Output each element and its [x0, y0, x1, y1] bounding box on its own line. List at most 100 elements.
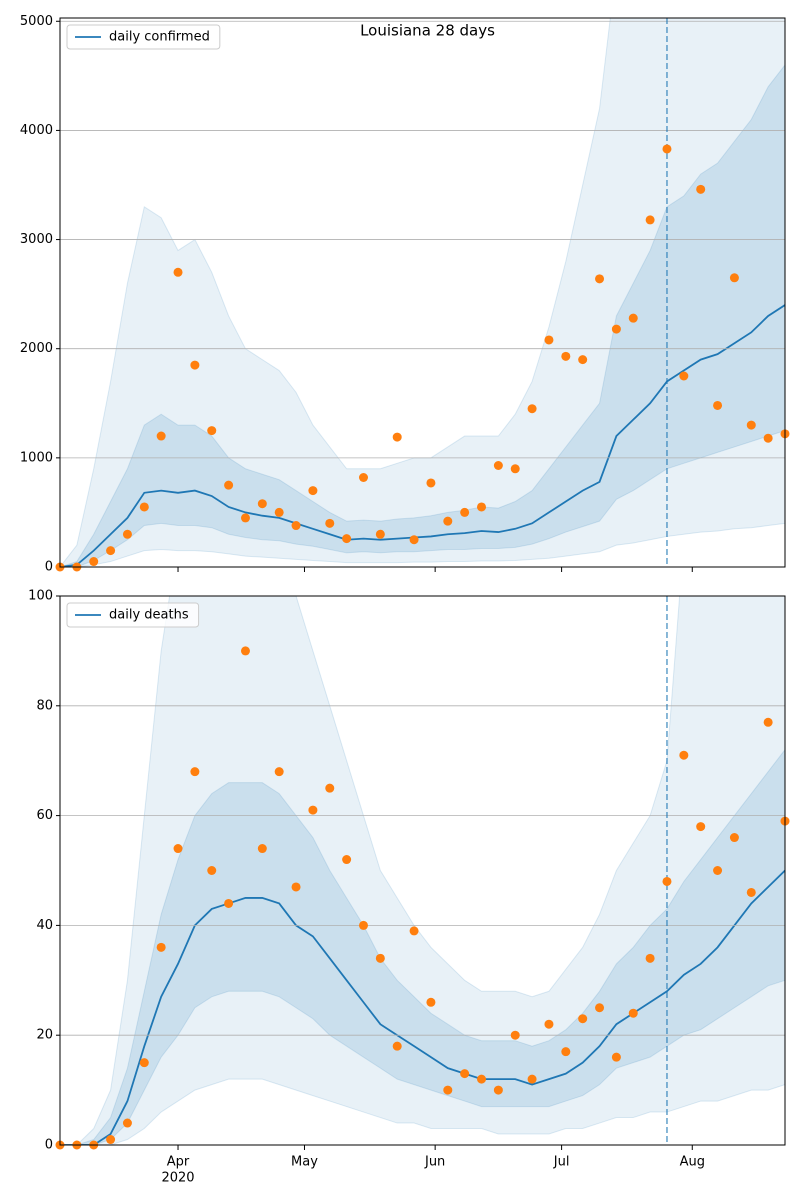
- observed-point: [106, 546, 116, 556]
- y-tick-label: 100: [28, 589, 53, 604]
- observed-point: [729, 833, 739, 843]
- observed-point: [746, 420, 756, 430]
- observed-point: [713, 866, 723, 875]
- observed-point: [308, 805, 318, 815]
- observed-point: [409, 926, 419, 936]
- observed-point: [426, 478, 436, 488]
- observed-point: [628, 1008, 638, 1018]
- observed-point: [443, 516, 453, 526]
- observed-point: [729, 273, 739, 283]
- uncertainty-band: [60, 748, 785, 1145]
- observed-point: [358, 473, 368, 483]
- observed-point: [240, 513, 250, 523]
- observed-point: [510, 1030, 520, 1040]
- observed-point: [392, 432, 402, 442]
- observed-point: [122, 529, 132, 539]
- observed-point: [122, 1118, 132, 1128]
- axes-frame: [59, 17, 786, 568]
- observed-point: [240, 646, 250, 656]
- observed-point: [493, 1085, 503, 1095]
- y-tick-label: 80: [36, 698, 53, 713]
- legend-label: daily deaths: [109, 608, 189, 623]
- x-tick-label: Jun: [424, 1155, 445, 1170]
- y-tick-label: 0: [45, 560, 53, 575]
- observed-point: [561, 351, 571, 361]
- observed-point: [443, 1085, 453, 1095]
- observed-point: [696, 822, 706, 832]
- observed-point: [662, 876, 672, 886]
- y-tick-label: 40: [36, 918, 53, 933]
- uncertainty-band: [60, 64, 785, 567]
- observed-point: [561, 1047, 571, 1057]
- observed-point: [460, 507, 470, 517]
- observed-point: [342, 534, 352, 544]
- legend: daily deaths: [66, 602, 200, 628]
- legend-box: [66, 602, 200, 628]
- legend: daily confirmed: [66, 24, 221, 50]
- observed-point: [460, 1069, 470, 1079]
- observed-point: [257, 844, 267, 854]
- observed-point: [224, 480, 234, 490]
- observed-point: [224, 898, 234, 908]
- x-tick-label: Aug: [680, 1155, 705, 1170]
- observed-point: [493, 460, 503, 470]
- observed-point: [291, 521, 301, 531]
- observed-point: [578, 355, 588, 365]
- observed-point: [544, 1019, 554, 1029]
- observed-point: [274, 507, 284, 517]
- observed-point: [190, 767, 200, 777]
- plot-area: [60, 18, 785, 567]
- observed-point: [274, 767, 284, 777]
- observed-point: [392, 1041, 402, 1051]
- x-tick-label: Apr: [167, 1155, 190, 1170]
- observed-point: [645, 953, 655, 963]
- y-tick-label: 3000: [20, 232, 53, 247]
- uncertainty-band: [60, 18, 785, 567]
- observed-point: [207, 426, 217, 436]
- observed-point: [679, 750, 689, 760]
- observed-point: [139, 502, 149, 512]
- observed-point: [156, 431, 166, 441]
- observed-point: [510, 464, 520, 474]
- observed-point: [477, 1074, 487, 1084]
- observed-point: [291, 882, 301, 892]
- observed-point: [578, 1014, 588, 1024]
- observed-point: [156, 942, 166, 952]
- observed-point: [746, 887, 756, 897]
- observed-point: [358, 920, 368, 930]
- observed-point: [595, 274, 605, 284]
- y-tick-label: 1000: [20, 450, 53, 465]
- observed-point: [207, 866, 217, 875]
- x-year-label: 2020: [161, 1171, 194, 1186]
- y-tick-label: 0: [45, 1138, 53, 1153]
- series-line: [60, 304, 785, 567]
- observed-point: [173, 844, 183, 854]
- observed-point: [257, 499, 267, 509]
- observed-point: [544, 335, 554, 345]
- y-tick-label: 20: [36, 1028, 53, 1043]
- observed-point: [106, 1135, 116, 1145]
- observed-point: [325, 518, 335, 528]
- observed-point: [477, 502, 487, 512]
- observed-point: [763, 717, 773, 727]
- observed-point: [375, 953, 385, 963]
- y-tick-label: 2000: [20, 341, 53, 356]
- observed-point: [662, 144, 672, 154]
- observed-point: [611, 324, 621, 334]
- observed-point: [325, 783, 335, 793]
- observed-point: [375, 529, 385, 539]
- x-tick-label: May: [291, 1155, 318, 1170]
- observed-point: [89, 557, 99, 567]
- observed-point: [527, 404, 537, 414]
- y-tick-label: 5000: [20, 14, 53, 29]
- observed-point: [527, 1074, 537, 1084]
- chart-title: Louisiana 28 days: [360, 22, 495, 40]
- axes-frame: [59, 595, 786, 1146]
- observed-point: [679, 371, 689, 381]
- y-tick-label: 60: [36, 808, 53, 823]
- observed-point: [308, 486, 318, 496]
- x-tick-label: Jul: [553, 1155, 570, 1170]
- observed-point: [409, 535, 419, 545]
- observed-point: [628, 313, 638, 323]
